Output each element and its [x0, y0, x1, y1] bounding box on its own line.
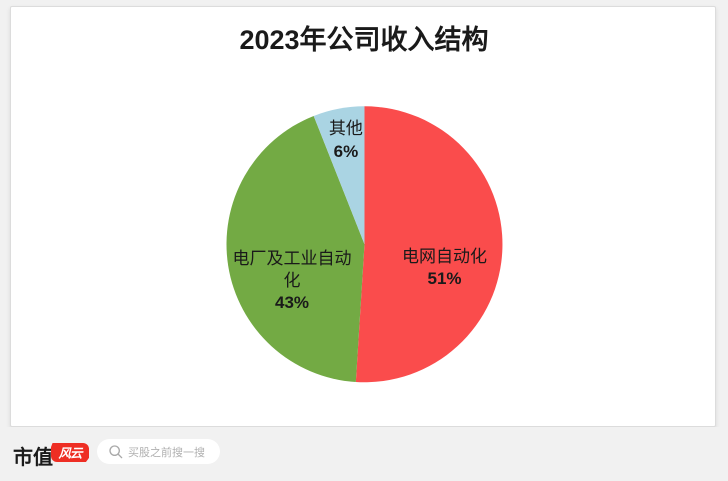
svg-text:电网自动化: 电网自动化	[402, 247, 487, 266]
svg-text:43%: 43%	[275, 293, 309, 312]
svg-text:风云: 风云	[57, 447, 84, 461]
svg-text:化: 化	[284, 271, 301, 290]
svg-text:51%: 51%	[427, 269, 461, 288]
svg-text:电厂及工业自动: 电厂及工业自动	[233, 249, 352, 268]
svg-text:6%: 6%	[334, 142, 359, 161]
svg-text:其他: 其他	[329, 119, 363, 138]
